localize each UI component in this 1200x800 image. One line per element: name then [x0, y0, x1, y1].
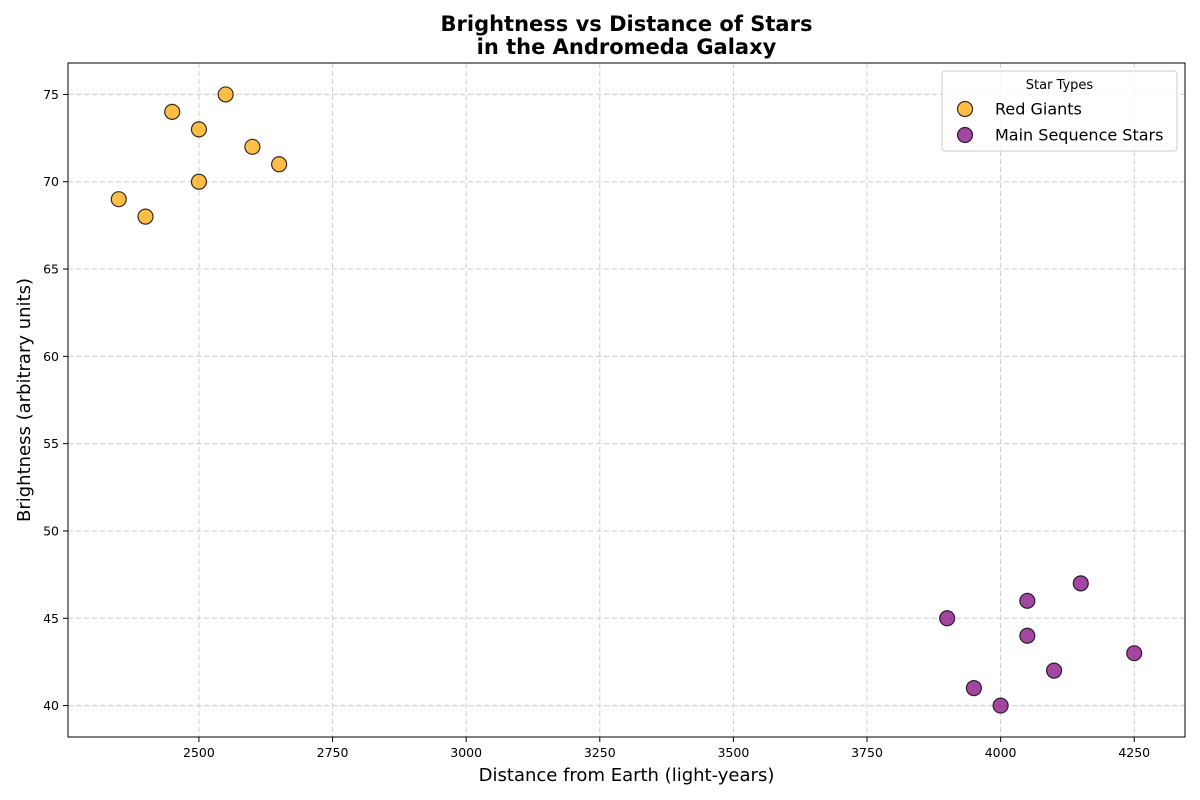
x-axis-label: Distance from Earth (light-years) [479, 765, 775, 786]
plot-frame [67, 62, 1186, 738]
y-tick-label: 55 [43, 436, 59, 451]
y-axis-ticks: 40 45 50 55 60 65 70 75 [43, 87, 68, 713]
data-point [1072, 575, 1089, 592]
series-red-giants [110, 86, 288, 225]
x-tick-label: 2500 [183, 745, 215, 760]
legend: Star Types Red Giants Main Sequence Stars [941, 70, 1178, 152]
x-axis-ticks: 2500 2750 3000 3250 3500 3750 4000 4250 [183, 737, 1150, 760]
legend-entry-label: Main Sequence Stars [995, 126, 1163, 145]
x-tick-label: 3000 [450, 745, 482, 760]
grid-lines [68, 63, 1185, 737]
data-point [271, 156, 288, 173]
chart-title: Brightness vs Distance of Stars in the An… [441, 12, 813, 59]
data-point [164, 103, 181, 120]
data-point [110, 191, 127, 208]
legend-title: Star Types [1026, 78, 1094, 93]
data-point [244, 138, 261, 155]
y-axis-label: Brightness (arbitrary units) [14, 278, 35, 522]
data-point [217, 86, 234, 103]
y-tick-label: 60 [43, 349, 59, 364]
data-points [110, 86, 1143, 714]
data-point [190, 121, 208, 138]
data-point [1045, 662, 1063, 679]
y-tick-label: 70 [43, 174, 59, 189]
x-tick-label: 4000 [985, 745, 1017, 760]
data-point [190, 173, 208, 190]
chart-title-line: in the Andromeda Galaxy [477, 35, 777, 59]
y-tick-label: 45 [43, 611, 59, 626]
legend-box [941, 70, 1178, 152]
x-tick-label: 2750 [317, 745, 349, 760]
data-point [1126, 645, 1143, 662]
legend-marker [956, 100, 974, 118]
legend-marker [956, 126, 974, 144]
data-point [965, 680, 982, 697]
series-main-sequence-stars [939, 575, 1143, 714]
data-point [137, 208, 154, 225]
y-tick-label: 65 [43, 262, 59, 277]
chart-title-line: Brightness vs Distance of Stars [441, 12, 813, 36]
data-point [939, 610, 956, 627]
legend-entry-label: Red Giants [995, 100, 1082, 119]
x-tick-label: 4250 [1118, 745, 1150, 760]
data-point [1019, 627, 1036, 644]
x-tick-label: 3500 [717, 745, 749, 760]
y-tick-label: 50 [43, 523, 59, 538]
data-point [992, 697, 1009, 714]
data-point [1019, 592, 1036, 609]
y-tick-label: 75 [43, 87, 59, 102]
y-tick-label: 40 [43, 698, 59, 713]
legend-items: Red Giants Main Sequence Stars [956, 100, 1163, 145]
x-tick-label: 3750 [851, 745, 883, 760]
x-tick-label: 3250 [584, 745, 616, 760]
